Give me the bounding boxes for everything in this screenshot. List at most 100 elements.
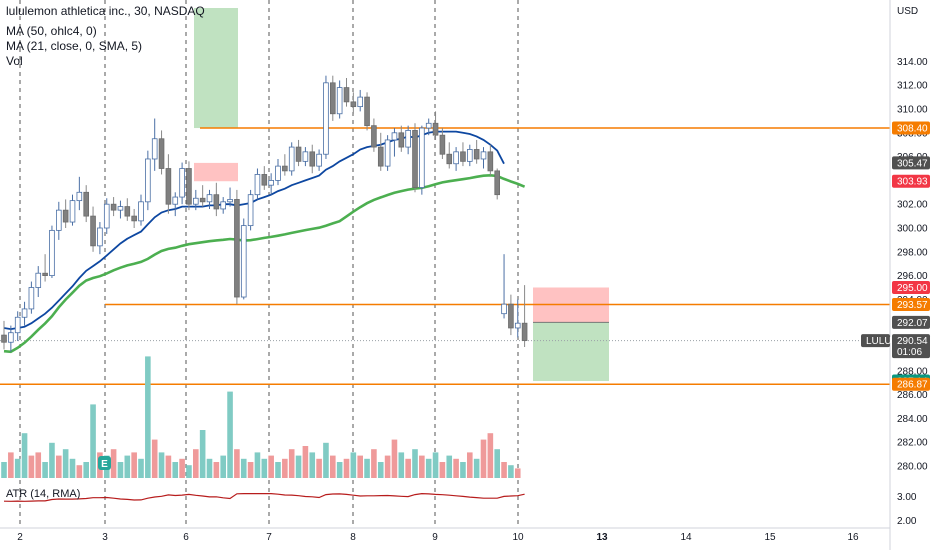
ma50-line bbox=[3, 173, 526, 354]
volume-bar-5 bbox=[35, 452, 42, 478]
time-axis[interactable]: 2 3 6 7 8 9 10 13 14 15 16 bbox=[0, 527, 890, 543]
candle-body-34 bbox=[234, 199, 240, 298]
candle-25 bbox=[172, 192, 179, 217]
volume-bar-69 bbox=[473, 458, 480, 478]
price-tag-3 bbox=[892, 281, 930, 294]
candle-7 bbox=[49, 225, 55, 278]
volume-bar-1 bbox=[8, 452, 14, 478]
candle-body-25 bbox=[172, 196, 179, 205]
volume-bar-44 bbox=[302, 446, 309, 478]
y-tick-314: 314.00 bbox=[897, 57, 928, 68]
candle-body-54 bbox=[371, 125, 377, 148]
volume-bar-34 bbox=[234, 449, 240, 478]
candle-24 bbox=[165, 154, 172, 214]
candle-55 bbox=[377, 132, 384, 171]
indicator-vol-label[interactable]: Vol bbox=[6, 54, 23, 68]
candle-body-68 bbox=[466, 149, 473, 162]
candle-body-75 bbox=[514, 322, 521, 329]
atr-label[interactable]: ATR (14, RMA) bbox=[6, 488, 81, 500]
candle-body-56 bbox=[384, 139, 391, 167]
chart-title: lululemon athletica inc., 30, NASDAQ bbox=[6, 4, 205, 18]
volume-bar-45 bbox=[309, 452, 316, 478]
ma21-line bbox=[3, 130, 505, 331]
price-tag-6 bbox=[892, 334, 930, 359]
candle-body-16 bbox=[110, 203, 117, 211]
candle-body-7 bbox=[49, 229, 55, 277]
volume-bar-58 bbox=[398, 452, 405, 478]
candle-body-57 bbox=[391, 132, 398, 141]
candle-body-2 bbox=[14, 316, 21, 334]
candle-body-48 bbox=[329, 82, 336, 115]
volume-bar-21 bbox=[145, 356, 151, 478]
candle-3 bbox=[21, 301, 28, 326]
candle-body-13 bbox=[90, 215, 96, 247]
candle-body-55 bbox=[377, 146, 384, 167]
candle-32 bbox=[220, 197, 227, 214]
moving-averages bbox=[3, 130, 526, 354]
x-tick-label-10: 16 bbox=[847, 532, 859, 543]
candle-body-14 bbox=[97, 227, 103, 247]
volume-bar-66 bbox=[453, 458, 459, 478]
volume-bar-56 bbox=[384, 455, 391, 478]
candle-body-37 bbox=[254, 174, 261, 196]
volume-bar-30 bbox=[206, 458, 213, 478]
candle-body-76 bbox=[521, 322, 528, 341]
volume-bar-6 bbox=[42, 462, 48, 478]
candle-42 bbox=[288, 142, 295, 176]
candle-body-70 bbox=[480, 151, 487, 160]
price-axis[interactable]: USD280.00282.00284.00286.00288.00290.002… bbox=[889, 0, 932, 550]
candle-body-71 bbox=[487, 151, 494, 172]
candle-body-50 bbox=[343, 87, 350, 103]
candle-19 bbox=[131, 208, 137, 228]
candle-46 bbox=[316, 149, 322, 171]
candle-30 bbox=[206, 189, 213, 209]
volume-bar-61 bbox=[419, 455, 425, 478]
price-tag-text-8: 286.87 bbox=[897, 380, 928, 391]
y-tick-282: 282.00 bbox=[897, 438, 928, 449]
candle-body-43 bbox=[295, 146, 302, 162]
candle-71 bbox=[487, 144, 494, 176]
long-stop-zone-1 bbox=[194, 162, 238, 182]
candle-65 bbox=[446, 142, 453, 169]
price-tag-0 bbox=[892, 121, 930, 135]
candle-body-73 bbox=[501, 303, 507, 315]
volume-bar-46 bbox=[316, 458, 322, 478]
candle-51 bbox=[350, 92, 357, 114]
candle-54 bbox=[371, 118, 377, 152]
volume-bar-37 bbox=[254, 452, 261, 478]
candle-body-21 bbox=[145, 158, 151, 203]
candle-body-45 bbox=[309, 151, 316, 167]
candle-0 bbox=[1, 320, 7, 350]
candle-6 bbox=[42, 254, 48, 282]
horizontal-lines[interactable] bbox=[0, 127, 890, 385]
volume-bar-63 bbox=[432, 452, 439, 478]
candle-66 bbox=[453, 147, 459, 171]
indicator-ma50-label[interactable]: MA (50, ohlc4, 0) bbox=[6, 24, 97, 38]
volume-bars: E bbox=[1, 356, 521, 478]
candle-76 bbox=[521, 285, 528, 347]
price-tag-sub-6: 01:06 bbox=[897, 347, 922, 358]
candle-33 bbox=[227, 187, 233, 207]
candle-44 bbox=[302, 147, 309, 167]
long-target-zone-1 bbox=[194, 8, 238, 129]
volume-bar-23 bbox=[158, 452, 165, 478]
candle-53 bbox=[364, 92, 370, 131]
candle-63 bbox=[432, 111, 439, 140]
volume-bar-51 bbox=[350, 452, 357, 478]
candle-body-61 bbox=[419, 127, 425, 188]
candle-47 bbox=[323, 75, 329, 159]
candle-38 bbox=[261, 166, 268, 190]
candle-57 bbox=[391, 128, 398, 157]
y-tick-310: 310.00 bbox=[897, 105, 928, 116]
candle-body-17 bbox=[117, 206, 124, 211]
volume-bar-26 bbox=[179, 458, 185, 478]
candle-body-40 bbox=[275, 165, 281, 181]
candle-body-39 bbox=[268, 179, 274, 186]
candle-body-36 bbox=[247, 194, 254, 227]
indicator-ma21-label[interactable]: MA (21, close, 0, SMA, 5) bbox=[6, 39, 143, 53]
candle-body-33 bbox=[227, 199, 233, 203]
volume-bar-55 bbox=[377, 462, 384, 478]
volume-bar-19 bbox=[131, 452, 137, 478]
candle-2 bbox=[14, 311, 21, 342]
